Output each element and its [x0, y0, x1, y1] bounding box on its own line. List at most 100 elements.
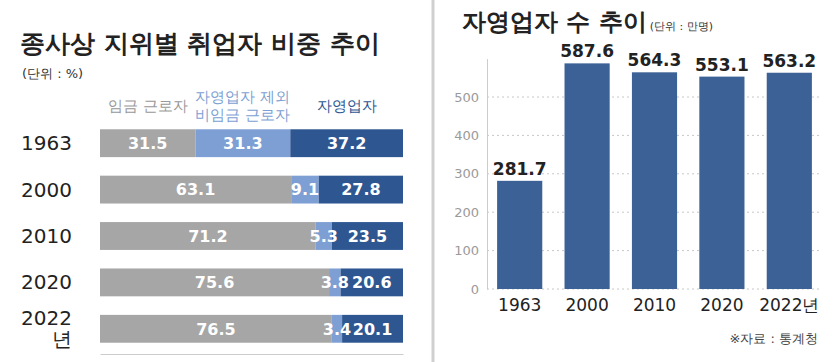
- x-axis-line: [101, 354, 404, 355]
- y-tick-label: 1963: [21, 131, 72, 155]
- x-tick-label: 1963: [498, 295, 541, 315]
- data-label: 9.1: [291, 180, 319, 199]
- y-axis: 1963 2000 2010 2020 2022년: [21, 131, 78, 351]
- data-label: 564.3: [628, 50, 682, 70]
- legend-entry: 자영업자: [317, 97, 377, 115]
- x-tick: 2000: [565, 289, 608, 315]
- y-tick-label: 400: [454, 128, 479, 143]
- data-label: 71.2: [188, 227, 227, 246]
- data-label: 20.6: [352, 273, 391, 292]
- chart-subtitle: (단위 : %): [22, 66, 83, 81]
- bar-segment: [100, 268, 329, 296]
- bar-segment: [100, 176, 291, 204]
- x-tick-label: 2000: [565, 295, 608, 315]
- y-tick: 2020: [21, 270, 78, 294]
- x-tick-label: 2020: [700, 295, 743, 315]
- bar: [565, 63, 610, 289]
- data-label: 31.5: [128, 134, 167, 153]
- share-chart: 종사상 지위별 취업자 비중 추이 (단위 : %) 임금 근로자 자영업자 제외비임…: [20, 29, 404, 355]
- y-tick: 2010: [21, 224, 78, 248]
- legend-entry: 임금 근로자: [108, 97, 188, 115]
- data-label: 31.3: [223, 134, 262, 153]
- y-tick: 400: [454, 128, 487, 143]
- data-label: 553.1: [695, 55, 749, 75]
- y-tick-label: 2022년: [21, 306, 72, 351]
- text-line: 자영업자: [317, 97, 377, 115]
- data-label: 281.7: [493, 159, 547, 179]
- data-label: 63.1: [176, 180, 215, 199]
- y-tick-label: 100: [454, 243, 479, 258]
- bar-segment: [319, 176, 403, 204]
- x-axis: [101, 354, 404, 355]
- y-tick: 500: [454, 90, 487, 105]
- y-tick: 200: [454, 205, 487, 220]
- bar-segment: [291, 176, 319, 204]
- y-tick-label: 2010: [21, 224, 72, 248]
- legend: 임금 근로자 자영업자 제외비임금 근로자 자영업자: [108, 88, 377, 124]
- text-line: 임금 근로자: [108, 97, 188, 115]
- text-line: 년: [52, 327, 72, 351]
- y-tick: 1963: [21, 131, 78, 155]
- text-line: 자영업자 제외: [195, 88, 290, 106]
- data-label: 20.1: [353, 320, 392, 339]
- y-axis-line: [487, 59, 488, 289]
- y-axis: 0 100 200 300 400 500: [454, 59, 487, 297]
- y-tick-label: 0: [471, 282, 479, 297]
- x-axis: 1963 2000 2010 2020 2022년: [498, 289, 819, 315]
- y-tick-label: 500: [454, 90, 479, 105]
- data-label: 76.5: [196, 320, 235, 339]
- data-label: 37.2: [327, 134, 366, 153]
- x-tick: 2022년: [759, 289, 819, 315]
- data-label: 3.4: [323, 320, 351, 339]
- bar: [497, 181, 542, 289]
- bar: [632, 72, 677, 289]
- data-labels: 281.7 587.6 564.3 553.1 563.2: [493, 41, 816, 178]
- source-note: ※자료 : 통계청: [729, 331, 818, 346]
- data-label: 75.6: [195, 273, 234, 292]
- data-labels: 31.5 63.1 71.2 75.6 76.5 31.3 9.1 5.3 3.8 3.4 37.2…: [128, 134, 392, 339]
- data-label: 23.5: [348, 227, 387, 246]
- y-tick-label: 2020: [21, 270, 72, 294]
- data-label: 27.8: [341, 180, 380, 199]
- x-tick: 2010: [633, 289, 676, 315]
- bar-segment: [332, 222, 403, 250]
- x-tick: 2020: [700, 289, 743, 315]
- y-tick-label: 2000: [21, 178, 72, 202]
- y-tick-label: 300: [454, 166, 479, 181]
- count-chart: 자영업자 수 추이(단위 : 만명) 281.7 587.6 564.3 553.1 56…: [454, 8, 822, 346]
- bar-segment: [100, 315, 332, 343]
- bar-segment: [290, 129, 403, 157]
- y-tick: 100: [454, 243, 487, 258]
- y-tick: 0: [471, 282, 487, 297]
- chart-title: 자영업자 수 추이: [462, 8, 647, 36]
- x-tick: 1963: [498, 289, 541, 315]
- text-line: 2020: [21, 270, 72, 294]
- bar-segment: [341, 268, 403, 296]
- y-tick: 300: [454, 166, 487, 181]
- y-tick-label: 200: [454, 205, 479, 220]
- bar: [699, 77, 744, 289]
- y-tick: 2022년: [21, 306, 78, 351]
- legend-entry: 자영업자 제외비임금 근로자: [195, 88, 290, 124]
- bar-segment: [195, 129, 290, 157]
- text-line: 2010: [21, 224, 72, 248]
- panel-separator: [432, 0, 435, 362]
- chart-canvas: 종사상 지위별 취업자 비중 추이 (단위 : %) 임금 근로자 자영업자 제외비임…: [0, 0, 840, 362]
- data-label: 587.6: [560, 41, 614, 61]
- text-line: 1963: [21, 131, 72, 155]
- data-label: 3.8: [321, 273, 349, 292]
- text-line: 2000: [21, 178, 72, 202]
- bar-segment: [100, 129, 195, 157]
- data-label: 563.2: [762, 51, 816, 71]
- data-label: 5.3: [310, 227, 338, 246]
- chart-title: 종사상 지위별 취업자 비중 추이: [20, 29, 380, 58]
- bar-segment: [342, 315, 403, 343]
- y-tick: 2000: [21, 178, 78, 202]
- bar: [767, 73, 812, 289]
- bar-segment: [100, 222, 316, 250]
- x-tick-label: 2022년: [759, 295, 819, 315]
- text-line: 비임금 근로자: [195, 106, 290, 124]
- x-tick-label: 2010: [633, 295, 676, 315]
- bars: [100, 129, 403, 342]
- chart-subtitle: (단위 : 만명): [650, 20, 713, 33]
